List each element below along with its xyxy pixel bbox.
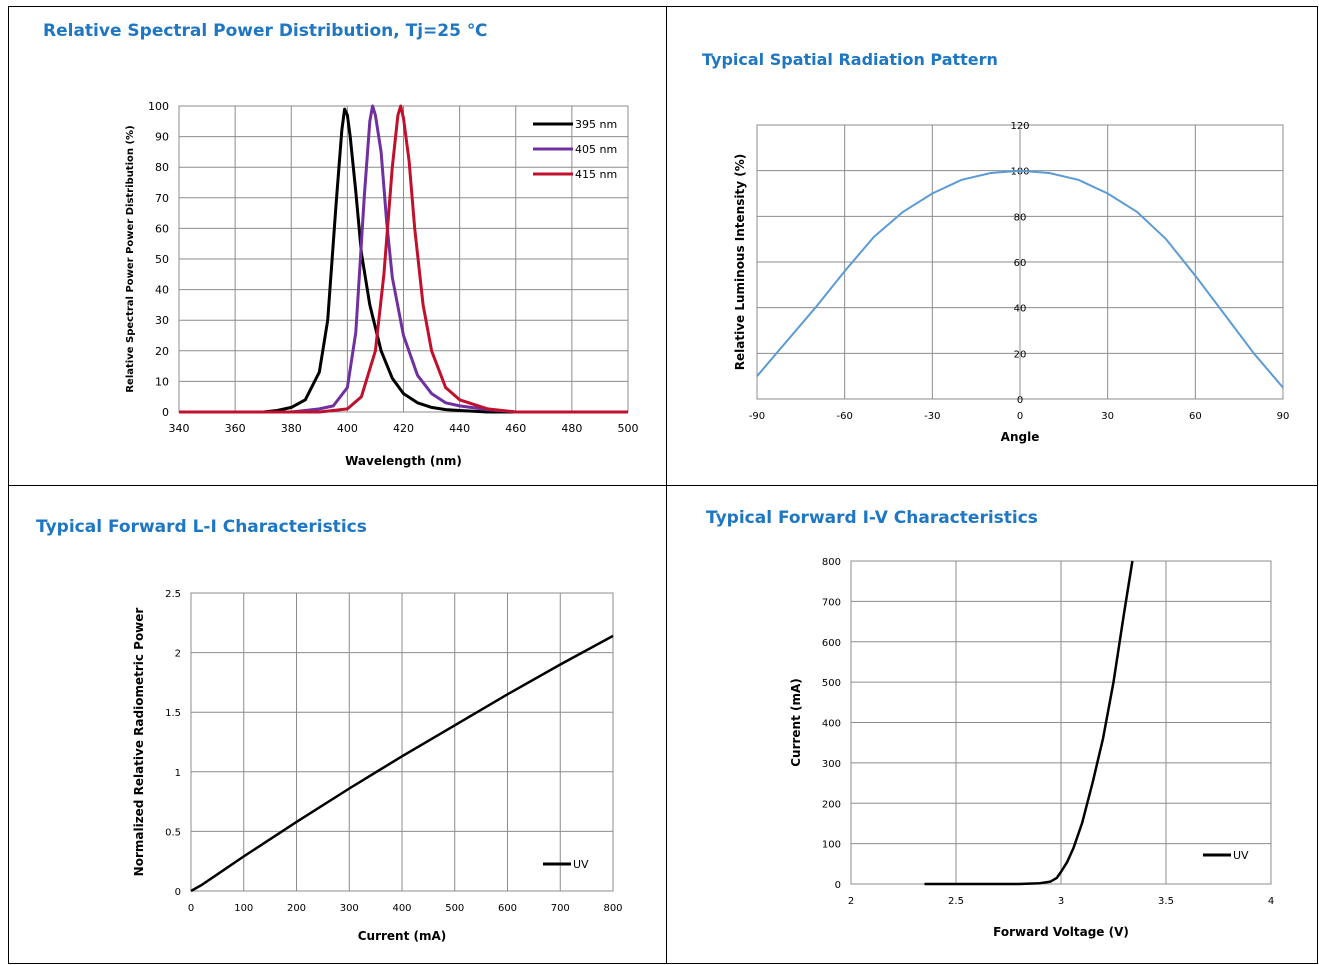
x-tick-label: 340 xyxy=(169,422,190,435)
x-tick-label: 420 xyxy=(393,422,414,435)
y-tick-label: 1 xyxy=(175,768,181,779)
series-line-UV xyxy=(190,634,614,893)
y-axis-label: Normalized Relative Radiometric Power xyxy=(132,608,146,877)
y-tick-label: 500 xyxy=(822,678,841,689)
x-tick-label: -90 xyxy=(749,411,765,422)
spd-title: Relative Spectral Power Distribution, Tj… xyxy=(43,21,488,41)
y-axis-label: Relative Spectral Power Power Distributi… xyxy=(125,125,136,392)
y-tick-label: 100 xyxy=(148,100,169,113)
x-tick-label: 480 xyxy=(561,422,582,435)
x-tick-label: -60 xyxy=(836,411,852,422)
li-title: Typical Forward L-I Characteristics xyxy=(36,517,367,537)
x-tick-label: 500 xyxy=(618,422,639,435)
y-tick-label: 0 xyxy=(835,880,841,891)
y-tick-label: 2.5 xyxy=(165,589,181,600)
x-tick-label: 400 xyxy=(337,422,358,435)
y-tick-label: 400 xyxy=(822,719,841,730)
x-tick-label: 500 xyxy=(445,903,464,914)
x-axis-label: Forward Voltage (V) xyxy=(993,925,1129,939)
x-tick-label: 460 xyxy=(505,422,526,435)
series-line-curve xyxy=(756,169,1284,389)
x-tick-label: 100 xyxy=(234,903,253,914)
legend-label: 415 nm xyxy=(575,168,617,181)
y-tick-label: 0.5 xyxy=(165,827,181,838)
x-axis-label: Current (mA) xyxy=(358,929,447,943)
y-tick-label: 100 xyxy=(822,840,841,851)
x-tick-label: 380 xyxy=(281,422,302,435)
y-tick-label: 0 xyxy=(1017,395,1023,406)
x-tick-label: 440 xyxy=(449,422,470,435)
y-tick-label: 700 xyxy=(822,597,841,608)
y-axis-label: Relative Luminous Intensity (%) xyxy=(733,154,747,370)
x-tick-label: -30 xyxy=(924,411,940,422)
legend-label: 395 nm xyxy=(575,118,617,131)
iv-title: Typical Forward I-V Characteristics xyxy=(706,508,1038,528)
legend-label: UV xyxy=(573,858,589,871)
x-tick-label: 3 xyxy=(1058,896,1064,907)
y-tick-label: 800 xyxy=(822,557,841,568)
x-tick-label: 2 xyxy=(848,896,854,907)
x-tick-label: 2.5 xyxy=(948,896,964,907)
spatial-title: Typical Spatial Radiation Pattern xyxy=(702,50,998,69)
y-tick-label: 50 xyxy=(155,253,169,266)
y-tick-label: 0 xyxy=(162,406,169,419)
x-tick-label: 0 xyxy=(1017,411,1023,422)
y-tick-label: 60 xyxy=(155,222,169,235)
x-tick-label: 400 xyxy=(392,903,411,914)
x-axis-label: Angle xyxy=(1001,430,1040,444)
y-tick-label: 20 xyxy=(155,345,169,358)
y-tick-label: 10 xyxy=(155,375,169,388)
y-tick-label: 600 xyxy=(822,638,841,649)
series-line-405-nm xyxy=(179,104,628,414)
legend-label: 405 nm xyxy=(575,143,617,156)
x-tick-label: 30 xyxy=(1101,411,1114,422)
y-tick-label: 200 xyxy=(822,799,841,810)
x-tick-label: 360 xyxy=(225,422,246,435)
y-tick-label: 40 xyxy=(155,284,169,297)
x-tick-label: 0 xyxy=(188,903,194,914)
x-tick-label: 60 xyxy=(1189,411,1202,422)
y-tick-label: 30 xyxy=(155,314,169,327)
x-tick-label: 200 xyxy=(287,903,306,914)
x-tick-label: 3.5 xyxy=(1158,896,1174,907)
x-tick-label: 90 xyxy=(1277,411,1290,422)
x-tick-label: 4 xyxy=(1268,896,1274,907)
y-tick-label: 70 xyxy=(155,192,169,205)
y-axis-label: Current (mA) xyxy=(789,678,803,767)
series-line-UV xyxy=(924,560,1134,886)
x-tick-label: 700 xyxy=(551,903,570,914)
legend-label: UV xyxy=(1233,849,1249,862)
y-tick-label: 80 xyxy=(155,161,169,174)
x-tick-label: 600 xyxy=(498,903,517,914)
y-tick-label: 300 xyxy=(822,759,841,770)
x-axis-label: Wavelength (nm) xyxy=(345,454,462,468)
y-tick-label: 2 xyxy=(175,649,181,660)
y-tick-label: 90 xyxy=(155,131,169,144)
x-tick-label: 800 xyxy=(603,903,622,914)
y-tick-label: 1.5 xyxy=(165,708,181,719)
series-line-395-nm xyxy=(179,107,628,414)
panel-divider-horizontal xyxy=(8,485,1318,486)
x-tick-label: 300 xyxy=(340,903,359,914)
y-tick-label: 0 xyxy=(175,887,181,898)
series-line-415-nm xyxy=(179,104,628,414)
